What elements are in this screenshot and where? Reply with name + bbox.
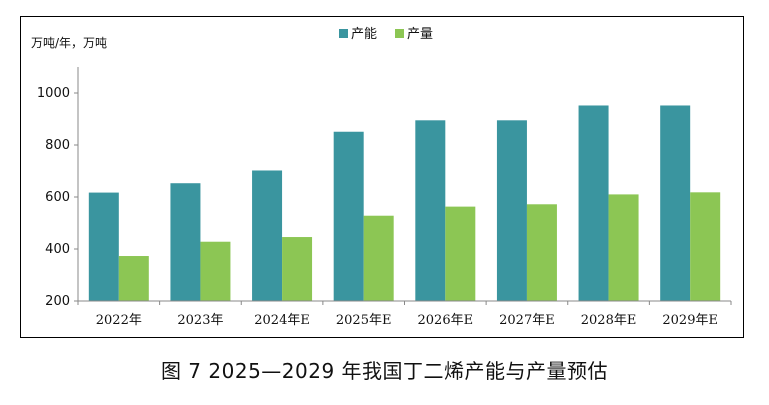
bar-capacity	[660, 105, 691, 301]
x-category-label: 2028年E	[581, 313, 637, 328]
chart-frame: 万吨/年，万吨 产能 产量 200 400 600 800 1000 2022年 2023年…	[20, 16, 744, 338]
y-axis: 200 400 600 800 1000	[37, 67, 79, 309]
bar-output	[200, 241, 231, 301]
x-category-label: 2022年	[96, 313, 142, 328]
bar-output	[363, 215, 394, 301]
y-tick-label: 1000	[37, 86, 70, 101]
x-category-label: 2026年E	[418, 313, 474, 328]
bar-output	[282, 237, 313, 301]
x-category-label: 2027年E	[499, 313, 555, 328]
y-axis-unit-label: 万吨/年，万吨	[31, 36, 107, 50]
y-tick-label: 400	[45, 242, 70, 257]
bar-output	[445, 206, 476, 301]
bar-capacity	[496, 120, 527, 301]
x-category-label: 2029年E	[662, 313, 718, 328]
bars	[88, 105, 721, 301]
x-category-label: 2024年E	[254, 313, 310, 328]
bar-capacity	[170, 183, 201, 301]
bar-capacity	[88, 192, 119, 301]
x-category-label: 2023年	[177, 313, 223, 328]
bar-capacity	[415, 120, 446, 301]
bar-capacity	[252, 170, 283, 301]
legend-label: 产量	[407, 27, 433, 42]
legend-swatch	[339, 29, 348, 38]
figure-caption: 图 7 2025—2029 年我国丁二烯产能与产量预估	[160, 359, 609, 383]
x-axis: 2022年 2023年 2024年E 2025年E 2026年E 2027年E 2028年E…	[77, 300, 732, 328]
y-tick-label: 800	[45, 138, 70, 153]
bar-capacity	[333, 131, 364, 301]
bar-output	[608, 194, 639, 301]
bar-chart: 万吨/年，万吨 产能 产量 200 400 600 800 1000 2022年 2023年…	[31, 27, 732, 328]
bar-output	[690, 192, 721, 301]
bar-output	[526, 204, 557, 301]
legend: 产能 产量	[339, 27, 433, 42]
y-tick-label: 200	[45, 294, 70, 309]
legend-swatch	[395, 29, 404, 38]
x-category-label: 2025年E	[336, 313, 392, 328]
legend-label: 产能	[351, 27, 377, 42]
bar-output	[118, 256, 149, 301]
y-tick-label: 600	[45, 190, 70, 205]
bar-capacity	[578, 105, 609, 301]
